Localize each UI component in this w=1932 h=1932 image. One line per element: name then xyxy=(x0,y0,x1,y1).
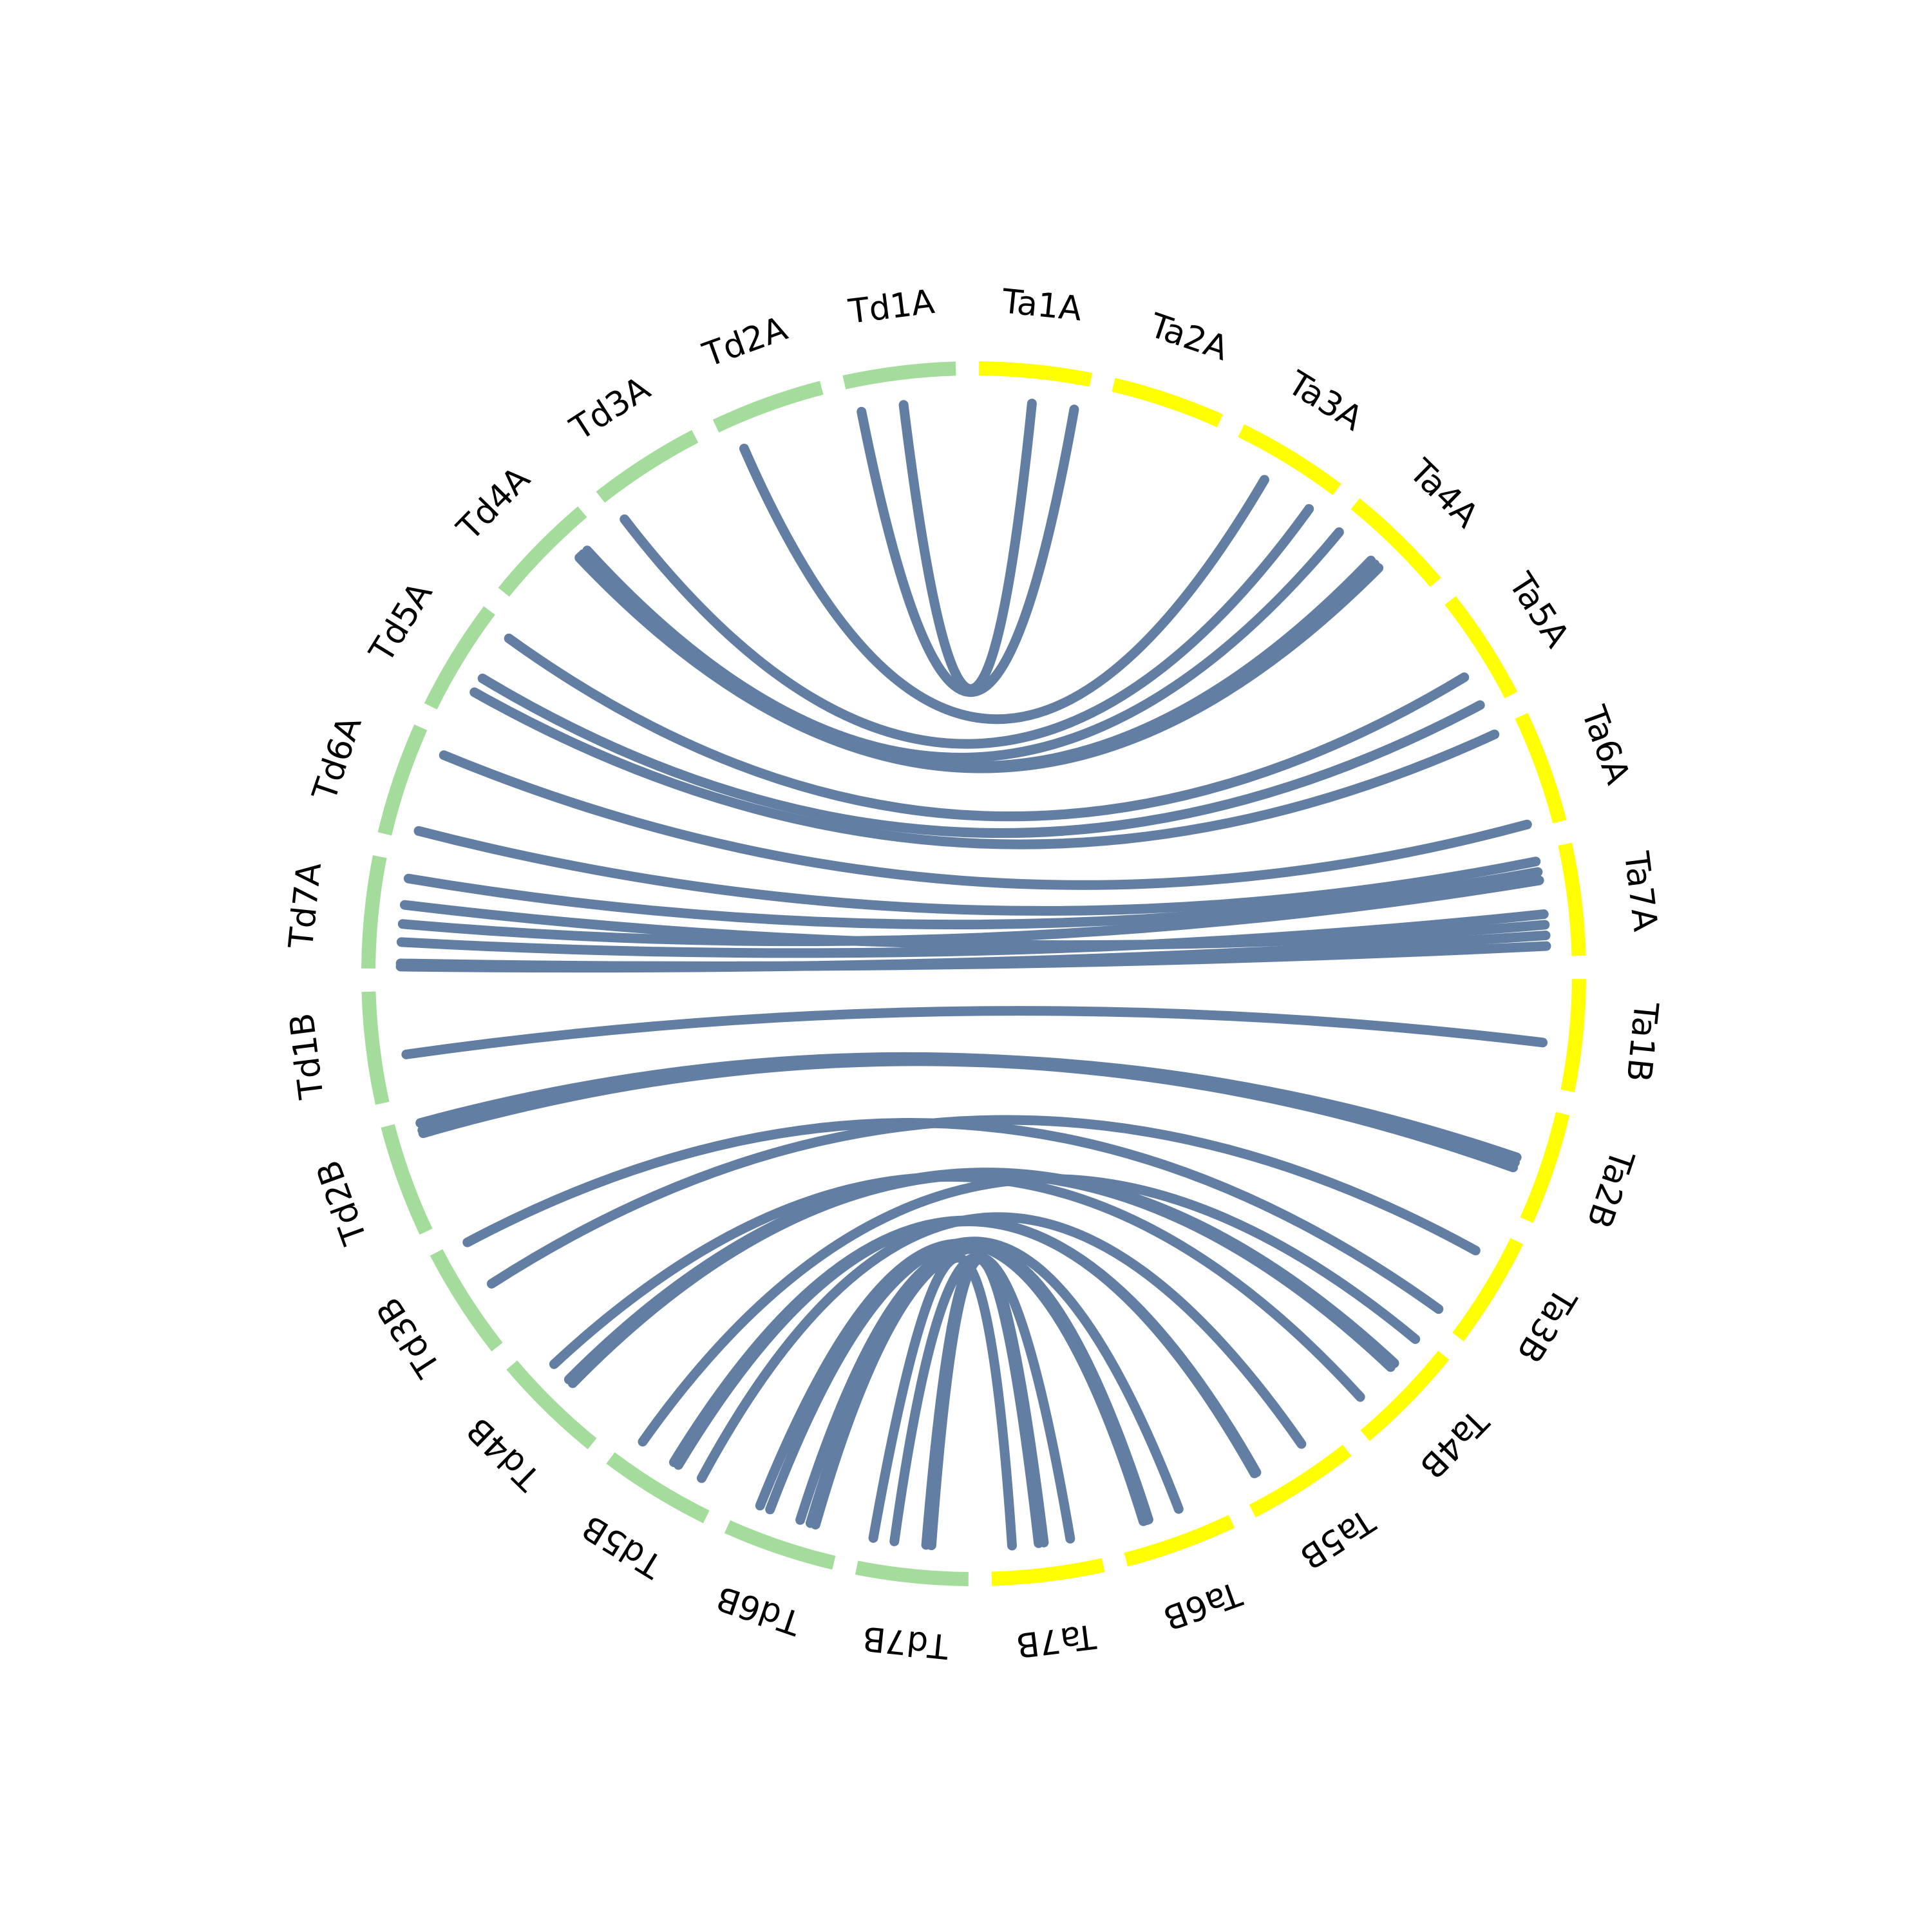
chromosome-band-td2b xyxy=(381,1124,433,1235)
chromosome-label-ta1a: Ta1A xyxy=(999,282,1084,328)
synteny-link-td7a-ta7a xyxy=(395,931,1551,973)
chromosome-band-ta7b xyxy=(991,1558,1105,1586)
chromosome-band-ta5b xyxy=(1249,1444,1352,1518)
synteny-link-td6a-ta6a xyxy=(439,750,1532,890)
chromosome-band-ta6b xyxy=(1124,1515,1235,1567)
synteny-link-td2b-ta2b xyxy=(417,1053,1522,1162)
synteny-link-td7b-ta7b xyxy=(926,1254,1049,1551)
chromosome-band-td6b xyxy=(724,1520,836,1570)
synteny-link-td5b-ta4b xyxy=(638,1174,1421,1447)
synteny-link-td1b-ta1b xyxy=(401,1006,1548,1059)
chromosome-band-ta5a xyxy=(1444,596,1518,699)
synteny-link-td2a-ta3a xyxy=(739,444,1269,724)
chromosome-band-ta3a xyxy=(1238,424,1341,495)
chromosome-band-ta2b xyxy=(1520,1112,1570,1224)
chromosome-band-td5a xyxy=(424,606,495,710)
synteny-link-td7a-ta7a xyxy=(403,867,1543,930)
chromosome-label-td7b: Td7B xyxy=(861,1618,951,1665)
synteny-link-td5b-ta5b xyxy=(696,1212,1307,1483)
synteny-link-td7b-ta7b xyxy=(868,1253,1017,1551)
chromosome-band-ta3b xyxy=(1452,1238,1524,1341)
synteny-link-td6b-ta6b xyxy=(810,1244,1148,1530)
chromosome-band-td4a xyxy=(498,506,587,597)
chromosome-band-ta1b xyxy=(1560,979,1586,1093)
chromosome-band-ta7a xyxy=(1558,842,1586,956)
synteny-link-td3a-ta3a xyxy=(620,504,1314,749)
chromosome-band-td7a xyxy=(361,855,387,969)
link-layer xyxy=(395,399,1551,1551)
chromosome-label-ta1b: Ta1B xyxy=(1618,999,1665,1083)
chromosome-band-td5b xyxy=(606,1452,710,1524)
chromosome-band-td2a xyxy=(712,381,824,433)
chromosome-band-ta6a xyxy=(1515,712,1567,824)
chromosome-band-td1a xyxy=(842,361,956,390)
chromosome-band-td7b xyxy=(855,1560,969,1586)
chromosome-band-ta2a xyxy=(1112,377,1224,428)
synteny-link-td3b-ta3b xyxy=(486,1115,1481,1289)
synteny-link-td4b-ta4b xyxy=(567,1170,1396,1388)
synteny-link-td1a-ta1a xyxy=(857,404,1079,697)
chromosome-band-layer xyxy=(361,361,1586,1586)
chromosome-band-ta1a xyxy=(979,361,1093,387)
synteny-link-td7a-ta7a xyxy=(396,909,1549,958)
chromosome-band-td1b xyxy=(361,991,390,1105)
chromosome-band-td6a xyxy=(377,724,428,836)
chromosome-band-td3a xyxy=(596,430,699,503)
chromosome-band-ta4b xyxy=(1360,1350,1450,1441)
synteny-link-td5a-ta6a xyxy=(469,687,1500,849)
chromosome-band-td4b xyxy=(506,1360,597,1450)
synteny-link-td7a-ta7a xyxy=(397,875,1544,947)
chromosome-band-ta4a xyxy=(1350,498,1441,587)
synteny-link-td5a-ta5a xyxy=(477,673,1485,838)
synteny-link-td5a-ta5a xyxy=(504,633,1470,822)
chromosome-band-td3b xyxy=(430,1249,503,1352)
synteny-link-td7a-ta7a xyxy=(399,900,1550,951)
chromosome-label-td7a: Td7A xyxy=(282,860,329,951)
synteny-link-td6a-ta7a xyxy=(413,826,1541,916)
synteny-link-td6b-ta6b xyxy=(765,1236,1184,1515)
synteny-link-td4a-ta4a xyxy=(576,551,1376,772)
